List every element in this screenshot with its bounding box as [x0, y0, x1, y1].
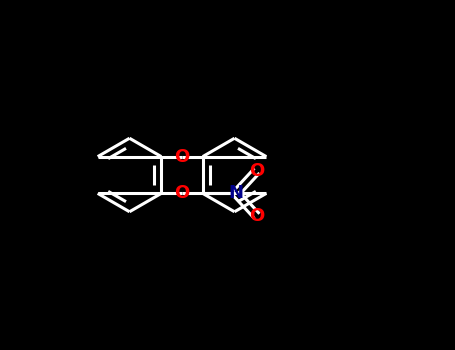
Text: O: O: [174, 184, 190, 202]
Text: O: O: [174, 148, 190, 166]
Text: O: O: [249, 162, 264, 180]
Text: O: O: [249, 207, 264, 225]
Text: N: N: [228, 184, 243, 202]
